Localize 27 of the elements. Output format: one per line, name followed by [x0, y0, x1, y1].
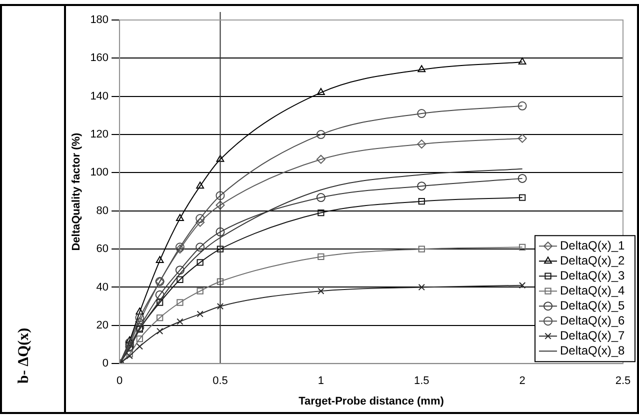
y-tick-label: 160 [90, 52, 109, 64]
x-tick-label: 0.5 [212, 375, 228, 388]
y-tick-label: 60 [96, 243, 109, 256]
y-tick-label: 140 [90, 90, 109, 102]
x-tick-label: 2.5 [615, 375, 631, 388]
y-tick-label: 20 [96, 319, 109, 332]
y-tick-label: 120 [90, 128, 109, 141]
legend-label: DeltaQ(x)_1 [560, 238, 626, 252]
legend-label: DeltaQ(x)_3 [560, 268, 626, 282]
x-tick-label: 1.5 [414, 375, 430, 388]
y-tick-label: 80 [96, 204, 109, 217]
y-tick-label: 180 [90, 14, 109, 26]
legend-label: DeltaQ(x)_5 [560, 298, 626, 312]
legend-label: DeltaQ(x)_4 [560, 283, 626, 298]
legend-label: DeltaQ(x)_8 [560, 343, 626, 358]
text: b- ΔQ(x) [16, 328, 33, 384]
y-tick-label: 100 [90, 166, 109, 179]
x-tick-label: 1 [318, 375, 324, 388]
y-axis-title: DeltaQuality factor (%) [70, 132, 83, 251]
legend-label: DeltaQ(x)_2 [560, 253, 626, 268]
y-tick-label: 40 [96, 281, 109, 294]
x-tick-label: 2 [519, 375, 526, 388]
x-axis-title: Target-Probe distance (mm) [298, 395, 444, 408]
y-tick-label: 0 [102, 358, 109, 370]
x-tick-label: 0 [116, 375, 123, 388]
legend-label: DeltaQ(x)_7 [560, 328, 626, 342]
legend-label: DeltaQ(x)_6 [560, 313, 626, 328]
